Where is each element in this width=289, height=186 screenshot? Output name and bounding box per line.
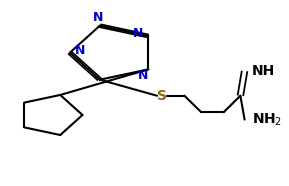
Text: NH: NH <box>251 64 275 78</box>
Text: N: N <box>133 27 144 40</box>
Text: N: N <box>75 44 85 57</box>
Text: S: S <box>157 89 167 103</box>
Text: NH$_2$: NH$_2$ <box>251 111 282 128</box>
Text: N: N <box>138 69 148 82</box>
Text: N: N <box>93 11 103 24</box>
